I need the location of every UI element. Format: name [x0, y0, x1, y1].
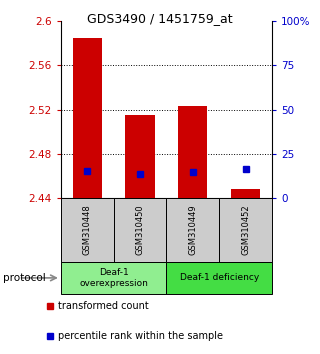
Bar: [73, 38, 102, 198]
Text: GSM310448: GSM310448: [83, 205, 92, 256]
Text: GSM310449: GSM310449: [188, 205, 197, 256]
Bar: [231, 189, 260, 198]
Bar: [178, 107, 207, 198]
Text: percentile rank within the sample: percentile rank within the sample: [58, 331, 223, 341]
Text: Deaf-1 deficiency: Deaf-1 deficiency: [180, 273, 259, 282]
FancyBboxPatch shape: [61, 198, 114, 262]
FancyBboxPatch shape: [114, 198, 166, 262]
FancyBboxPatch shape: [61, 262, 166, 294]
Text: GSM310452: GSM310452: [241, 205, 250, 256]
Text: GDS3490 / 1451759_at: GDS3490 / 1451759_at: [87, 12, 233, 25]
Text: protocol: protocol: [3, 273, 46, 283]
Text: Deaf-1
overexpression: Deaf-1 overexpression: [79, 268, 148, 287]
Bar: [125, 115, 155, 198]
Text: GSM310450: GSM310450: [135, 205, 145, 256]
FancyBboxPatch shape: [166, 198, 219, 262]
Text: transformed count: transformed count: [58, 301, 149, 311]
FancyBboxPatch shape: [219, 198, 272, 262]
FancyBboxPatch shape: [166, 262, 272, 294]
